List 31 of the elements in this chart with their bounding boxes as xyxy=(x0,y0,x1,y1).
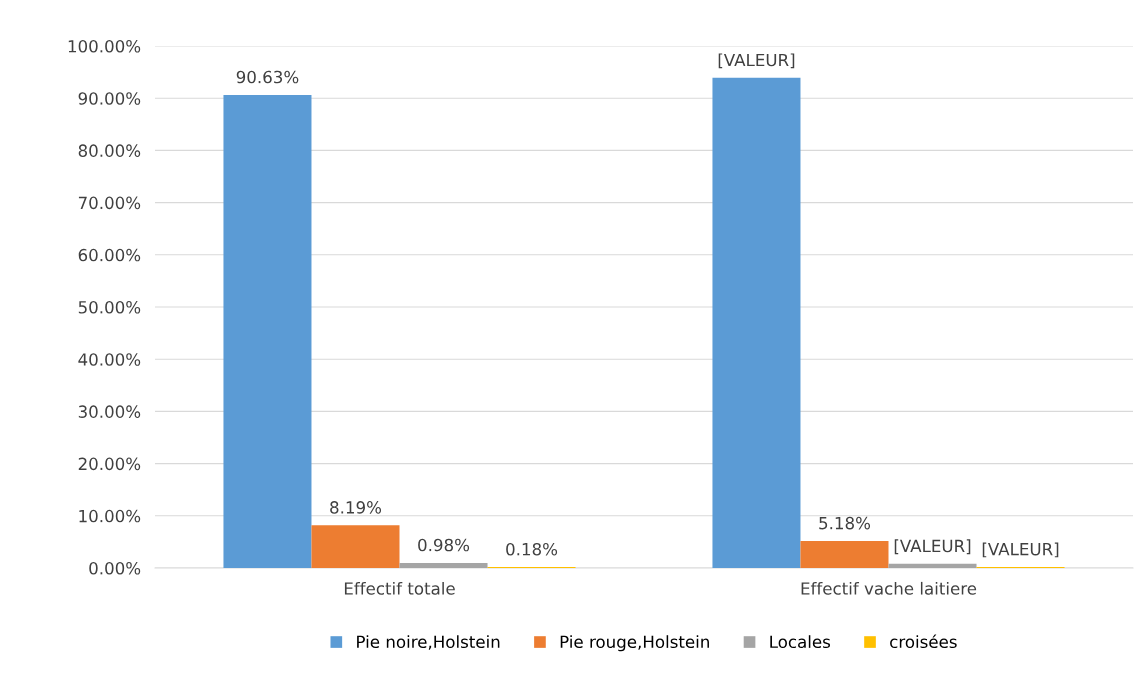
legend-label: Pie noire,Holstein xyxy=(357,635,500,650)
y-tick-label: 30.00% xyxy=(78,405,141,418)
x-tick-label: Effectif vache laitiere xyxy=(801,581,977,595)
y-tick-label: 90.00% xyxy=(78,92,141,105)
bar xyxy=(800,540,889,568)
data-label: [VALEUR] xyxy=(718,53,795,69)
data-label: [VALEUR] xyxy=(982,542,1059,558)
data-label: [VALEUR] xyxy=(894,539,971,555)
y-tick-label: 60.00% xyxy=(78,248,141,262)
bar xyxy=(712,77,801,568)
legend-label: croisées xyxy=(890,634,957,649)
y-tick-label: 10.00% xyxy=(79,509,141,523)
data-label: 8.19% xyxy=(330,501,382,514)
data-label: 90.63% xyxy=(236,70,299,84)
bar xyxy=(888,563,977,568)
bar xyxy=(399,562,488,568)
y-tick-label: 80.00% xyxy=(78,144,141,157)
data-label: 0.98% xyxy=(418,538,470,552)
bar xyxy=(223,94,312,568)
data-label: 5.18% xyxy=(819,516,871,530)
y-tick-label: 50.00% xyxy=(78,300,141,314)
bar xyxy=(311,525,400,568)
legend-label: Locales xyxy=(770,635,831,649)
y-tick-label: 70.00% xyxy=(78,196,141,210)
y-tick-label: 40.00% xyxy=(78,353,141,366)
data-label: 0.18% xyxy=(506,542,558,556)
legend-label: Pie rouge,Holstein xyxy=(560,635,709,652)
y-tick-label: 0.00% xyxy=(89,561,141,575)
x-tick-label: Effectif totale xyxy=(344,581,455,595)
y-tick-label: 100.00% xyxy=(68,39,141,53)
y-tick-label: 20.00% xyxy=(78,457,141,471)
